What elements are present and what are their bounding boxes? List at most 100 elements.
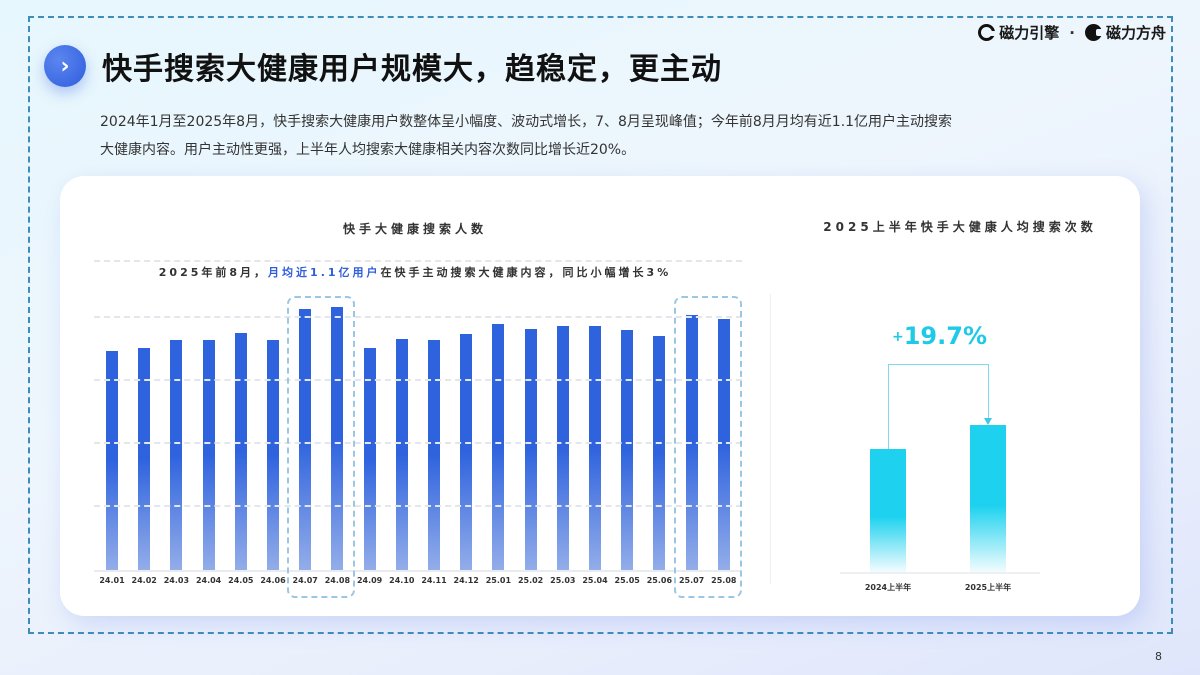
bar-24.07 xyxy=(289,309,321,570)
bar-fill xyxy=(395,338,408,570)
bar-25.01 xyxy=(482,324,514,570)
x-label: 25.02 xyxy=(517,576,544,585)
bar-fill xyxy=(331,307,344,570)
x-label: 24.11 xyxy=(421,576,447,585)
summary-line-1: 2024年1月至2025年8月，快手搜索大健康用户数整体呈小幅度、波动式增长，7… xyxy=(100,114,953,130)
growth-value: 19.7% xyxy=(903,322,987,350)
bar-24.04 xyxy=(193,339,225,570)
x-label: 24.09 xyxy=(356,576,383,585)
x-label: 24.04 xyxy=(195,576,222,585)
bar-fill xyxy=(299,309,312,570)
page-number: 8 xyxy=(1155,650,1162,663)
bar-24.11 xyxy=(418,339,450,570)
chevron-right-icon: › xyxy=(44,45,86,87)
chart-divider xyxy=(770,294,771,584)
x-axis-baseline xyxy=(94,570,742,572)
summary-line-2: 大健康内容。用户主动性更强，上半年人均搜索大健康相关内容次数同比增长近20%。 xyxy=(100,142,636,158)
connector-line xyxy=(988,364,989,418)
bar-25.04 xyxy=(579,326,611,570)
right-x-axis-baseline xyxy=(840,572,1040,574)
bar-fill xyxy=(106,350,118,570)
gridline xyxy=(94,379,742,382)
growth-sign: + xyxy=(892,329,904,345)
bar-24.01 xyxy=(96,350,128,570)
connector-line xyxy=(888,364,988,365)
bar-fill xyxy=(717,319,730,570)
x-label: 25.04 xyxy=(582,576,608,585)
x-label: 24.06 xyxy=(260,576,286,585)
bar-25.08 xyxy=(708,319,740,570)
bar-24.09 xyxy=(354,347,386,570)
bar-fill xyxy=(138,347,151,570)
bar-fill xyxy=(556,326,569,570)
subtitle-highlight: 月均近1.1亿用户 xyxy=(268,266,381,279)
left-chart-title: 快手大健康搜索人数 xyxy=(342,222,487,236)
bar-25.05 xyxy=(611,330,643,570)
bar-24.12 xyxy=(450,333,482,570)
highlight-box xyxy=(673,296,742,598)
brand-separator: · xyxy=(1069,23,1075,42)
bar-24.06 xyxy=(257,339,289,570)
cili-engine-logo-icon xyxy=(978,24,997,41)
bar-25.06 xyxy=(643,335,675,570)
chart-card: 快手大健康搜索人数 2025年前8月，月均近1.1亿用户在快手主动搜索大健康内容… xyxy=(60,176,1140,616)
bar-24.05 xyxy=(225,332,257,570)
cili-ark-logo-icon xyxy=(1084,24,1104,41)
left-chart-bars xyxy=(94,254,742,570)
x-label: 25.01 xyxy=(485,576,512,585)
bar-25.03 xyxy=(547,326,579,570)
brand-logos: 磁力引擎 · 磁力方舟 xyxy=(978,22,1166,43)
bar-fill xyxy=(202,339,215,570)
x-label: 24.02 xyxy=(131,576,157,585)
x-label: 25.06 xyxy=(646,576,673,585)
bar-2024上半年 xyxy=(870,449,906,572)
bar-2025上半年 xyxy=(970,424,1006,572)
x-label: 25.05 xyxy=(614,576,640,585)
bar-fill xyxy=(428,339,440,570)
page-title: 快手搜索大健康用户规模大，趋稳定，更主动 xyxy=(102,52,722,87)
x-label: 24.12 xyxy=(453,576,479,585)
bar-fill xyxy=(460,333,473,570)
bar-fill xyxy=(170,339,183,570)
bar-fill xyxy=(492,324,505,570)
x-label: 24.05 xyxy=(228,576,254,585)
gridline xyxy=(94,316,742,319)
x-label: 25.07 xyxy=(678,576,705,585)
growth-annotation: +19.7% xyxy=(892,322,987,350)
slide-frame xyxy=(28,16,1173,634)
right-chart-plot xyxy=(840,356,1040,574)
x-label: 2025上半年 xyxy=(964,583,1012,592)
subtitle-prefix: 2025年前8月， xyxy=(158,266,269,279)
x-label: 25.08 xyxy=(711,576,737,585)
x-label: 24.08 xyxy=(324,576,351,585)
x-label: 25.03 xyxy=(550,576,576,585)
subtitle-suffix: 在快手主动搜索大健康内容，同比小幅增长3% xyxy=(380,266,672,279)
x-label: 2024上半年 xyxy=(864,583,912,592)
brand-name-ark: 磁力方舟 xyxy=(1105,24,1166,42)
bar-fill xyxy=(589,326,601,570)
connector-line xyxy=(888,364,889,449)
x-label: 24.10 xyxy=(389,576,415,585)
bar-fill xyxy=(524,329,537,570)
bar-24.02 xyxy=(128,347,160,570)
right-chart-title: 2025上半年快手大健康人均搜索次数 xyxy=(823,220,1097,234)
gridline-top xyxy=(94,260,742,262)
left-chart-subtitle: 2025年前8月，月均近1.1亿用户在快手主动搜索大健康内容，同比小幅增长3% xyxy=(60,264,770,280)
bar-24.10 xyxy=(386,338,418,570)
brand-name-engine: 磁力引擎 xyxy=(999,24,1060,42)
x-label: 24.07 xyxy=(292,576,318,585)
bar-fill xyxy=(234,332,247,570)
arrow-down-icon xyxy=(984,417,992,425)
bar-fill xyxy=(653,335,666,570)
x-label: 24.01 xyxy=(99,576,125,585)
bar-fill xyxy=(621,330,634,570)
gridline xyxy=(94,442,742,445)
summary-text: 2024年1月至2025年8月，快手搜索大健康用户数整体呈小幅度、波动式增长，7… xyxy=(100,108,1030,164)
x-label: 24.03 xyxy=(163,576,190,585)
bar-fill xyxy=(363,347,376,570)
bar-fill xyxy=(267,339,279,570)
left-chart-plot xyxy=(94,256,742,572)
bar-24.03 xyxy=(160,339,192,570)
bar-24.08 xyxy=(321,307,353,570)
gridline xyxy=(94,505,742,508)
